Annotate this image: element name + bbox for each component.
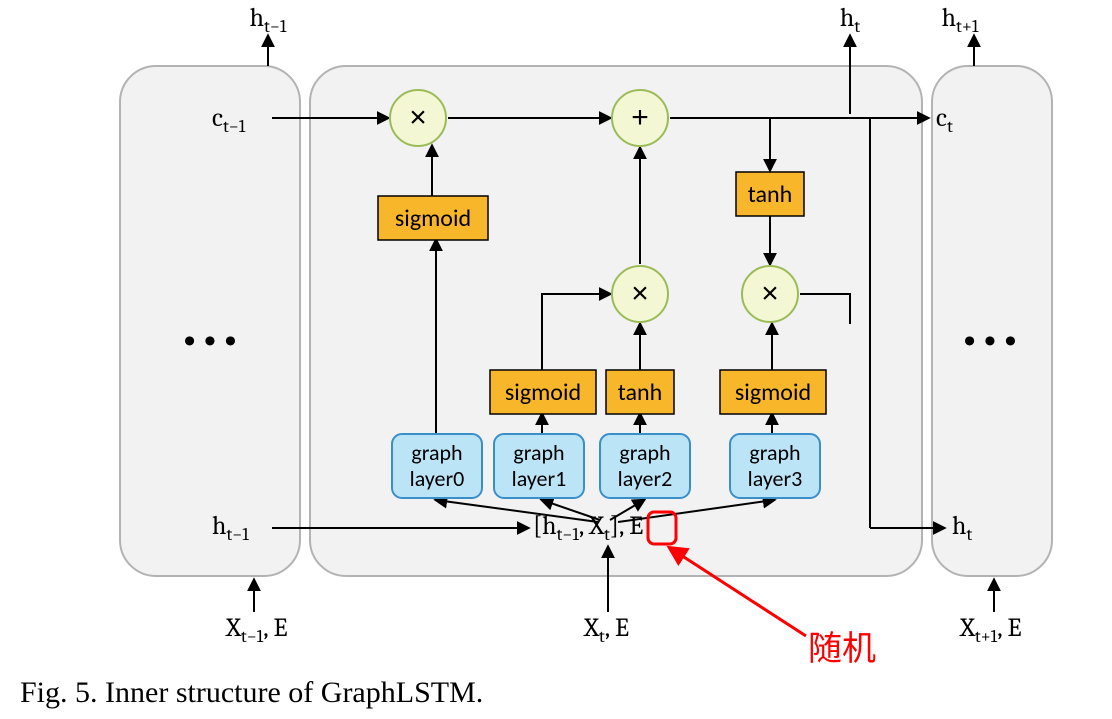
graph-g2-label2: layer2 <box>618 465 673 492</box>
graph-g1-label1: graph <box>513 439 564 466</box>
graph-g1-label2: layer1 <box>512 465 567 492</box>
cell-right <box>932 66 1052 576</box>
ellipsis-left: • • • <box>184 323 237 360</box>
act-sigmoid1-label: sigmoid <box>505 378 581 407</box>
highlight-label: 随机 <box>808 630 876 668</box>
graph-g3-label1: graph <box>749 439 800 466</box>
act-sigmoid0-label: sigmoid <box>395 204 471 233</box>
op-times1-symbol: × <box>409 101 427 134</box>
op-times3-symbol: × <box>761 277 779 310</box>
graph-g0-label1: graph <box>411 439 462 466</box>
graph-g0-label2: layer0 <box>410 465 465 492</box>
op-times2-symbol: × <box>631 277 649 310</box>
ellipsis-right: • • • <box>964 323 1017 360</box>
diagram-svg: • • •• • •ht−1htht+1Xt−1, EXt, EXt+1, Ec… <box>0 0 1112 719</box>
label-x_t: Xt, E <box>583 613 629 647</box>
figure-caption: Fig. 5. Inner structure of GraphLSTM. <box>20 676 483 709</box>
op-plus-symbol: + <box>631 101 649 134</box>
cell-center <box>310 66 922 576</box>
act-tanh_top-label: tanh <box>748 180 792 209</box>
cell-left <box>120 66 300 576</box>
act-sigmoid3-label: sigmoid <box>735 378 811 407</box>
graph-g3-label2: layer3 <box>748 465 803 492</box>
graph-g2-label1: graph <box>619 439 670 466</box>
act-tanh_mid-label: tanh <box>618 378 662 407</box>
